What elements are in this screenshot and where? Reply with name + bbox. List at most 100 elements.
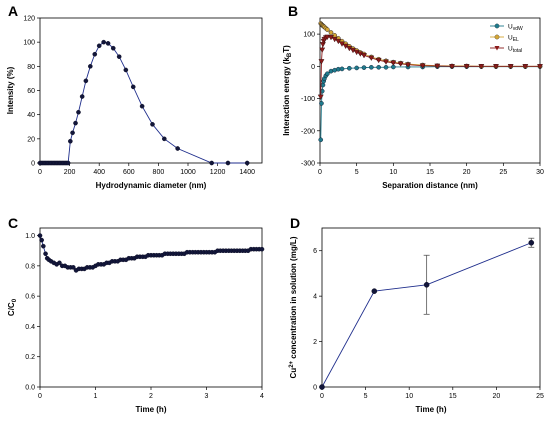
data-point [130,84,136,90]
y-tick-label: 40 [27,112,35,119]
x-axis-title: Time (h) [416,405,447,414]
data-point [105,41,111,46]
data-point [375,57,382,64]
data-point [335,38,342,45]
x-tick-label: 5 [364,393,368,400]
data-point [369,65,374,70]
x-tick-label: 10 [405,393,413,400]
data-point [76,109,81,115]
data-point [320,82,326,88]
data-point [123,67,129,73]
x-tick-label: 15 [426,169,434,176]
data-point [96,43,102,49]
series-line [320,66,540,140]
data-point [347,65,352,71]
data-point [354,65,359,71]
x-axis-title: Separation distance (nm) [382,181,478,190]
y-tick-label: 0 [311,64,315,71]
data-point [528,239,535,246]
data-point [507,64,514,70]
series-line [321,242,532,388]
x-tick-label: 30 [536,169,544,176]
x-axis-title: Time (h) [136,405,167,414]
panel-c: C 0 1 2 3 4 0.0 0.2 0.4 0.6 0.8 1.0 Time (h) C/C0 [7,215,265,414]
data-point [318,137,324,143]
x-tick-label: 0 [320,393,324,400]
y-tick-label: -300 [301,161,315,168]
data-point [361,53,367,59]
y-tick-label: -200 [301,128,315,135]
legend-marker [494,34,500,40]
y-tick-label: 80 [27,64,35,71]
x-tick-label: 1400 [239,169,255,176]
x-tick-label: 1200 [210,169,226,176]
y-tick-label: 120 [23,16,35,23]
y-tick-label: 100 [23,40,35,47]
data-point [101,39,106,45]
panel-b: B 0 5 10 15 20 25 30 -300 -200 -100 0 100 Separation … [282,3,544,190]
x-tick-label: 10 [389,169,397,176]
data-point [43,251,48,257]
data-point [423,281,430,288]
data-point [368,55,375,61]
series-line [40,41,248,164]
data-point [92,51,98,57]
y-tick-label: 0 [31,161,35,168]
x-tick-label: 15 [449,393,457,400]
data-point [68,138,73,144]
y-tick-label: -100 [301,96,315,103]
legend-marker [494,23,500,29]
plot-frame [39,17,263,164]
panel-letter: D [290,215,300,231]
x-tick-label: 25 [499,169,507,176]
data-point [463,64,470,70]
y-axis-title: Interaction energy (kBT) [282,45,293,136]
data-point [324,34,331,41]
data-point [259,246,265,252]
legend-label: UvdW [508,24,523,33]
data-point [371,288,378,294]
data-point [319,384,325,390]
x-tick-label: 0 [318,169,322,176]
y-axis-title: C/C0 [7,298,18,316]
y-axis-title: Intensity (%) [6,66,15,114]
plot-frame [319,17,541,164]
data-point [376,65,381,70]
y-tick-label: 2 [313,339,317,346]
legend-label: Utotal [508,46,522,55]
data-point [37,233,43,238]
x-tick-label: 600 [123,169,135,176]
x-tick-label: 200 [64,169,76,176]
data-point [319,101,324,106]
data-point [383,65,389,70]
data-point [319,47,326,53]
data-point [537,64,543,70]
data-point [150,122,155,127]
data-point [79,94,85,99]
data-point [361,65,367,70]
data-point [390,60,397,66]
data-point [318,59,325,65]
data-point [88,64,93,69]
x-tick-label: 0 [38,169,42,176]
legend-label: UEL [508,35,519,44]
data-point [71,265,76,270]
data-point [162,136,167,142]
data-point [70,130,75,136]
panel-a: A 0 200 400 600 800 1000 1200 1400 0 20 40 60 80 100 12… [6,3,263,190]
data-point [434,63,441,70]
x-tick-label: 800 [153,169,165,176]
data-point [139,103,145,109]
x-tick-label: 25 [536,393,544,400]
x-tick-label: 3 [205,393,209,400]
data-point [328,30,334,35]
x-tick-label: 400 [93,169,105,176]
y-tick-label: 0.0 [25,385,35,392]
y-tick-label: 0.6 [25,294,35,301]
data-point [478,64,485,70]
data-point [39,237,44,243]
y-tick-label: 1.0 [25,233,35,240]
data-point [339,66,345,72]
legend-marker [494,46,500,51]
data-point [325,71,330,77]
